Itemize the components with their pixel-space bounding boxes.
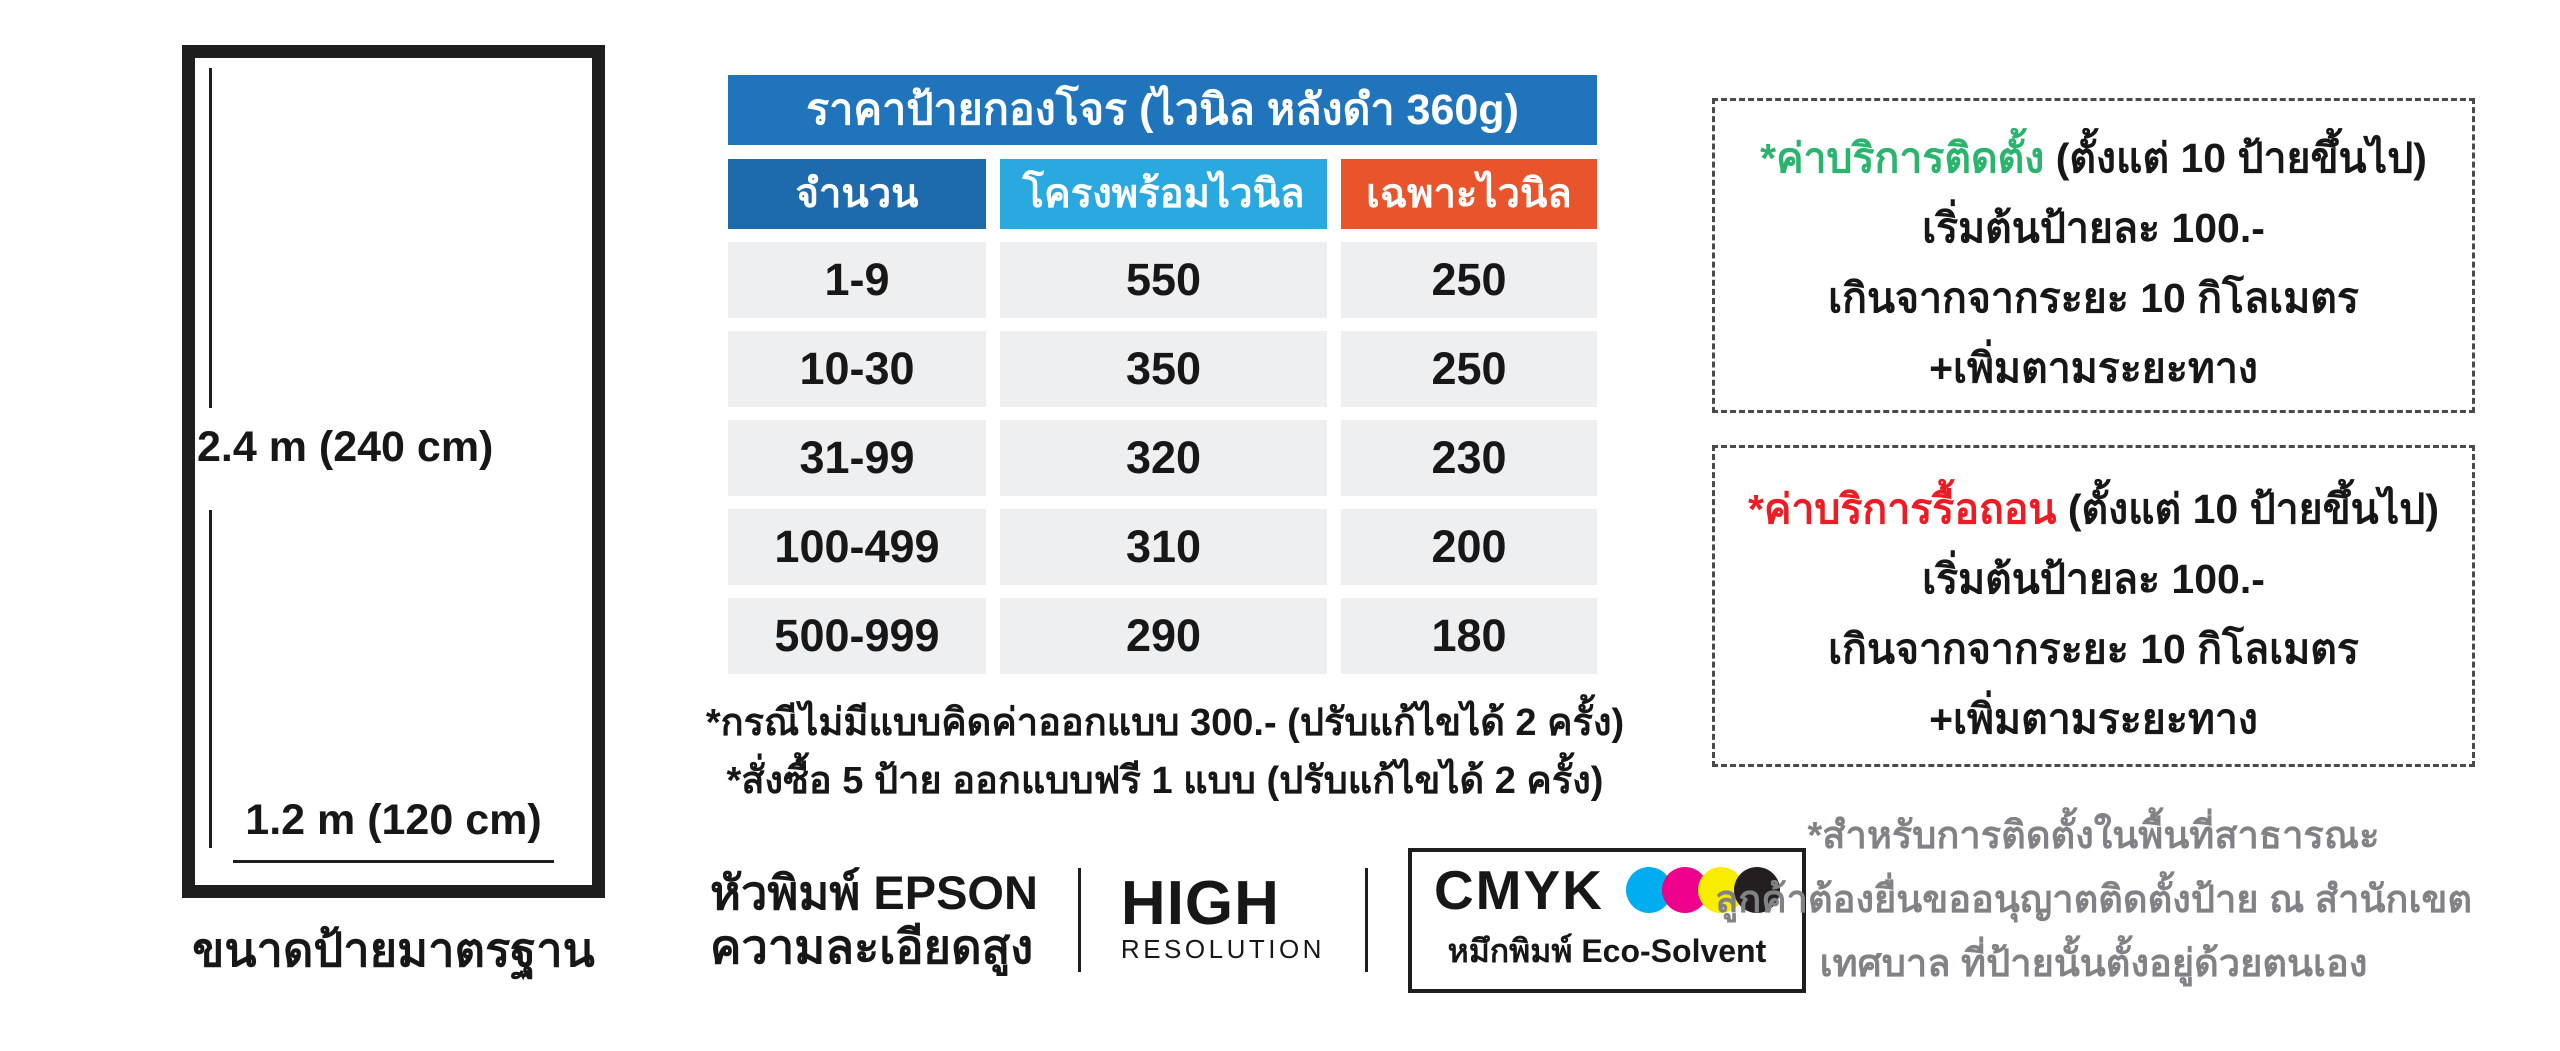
install-line2: เริ่มต้นป้ายละ 100.- [1922,205,2265,251]
remove-title: *ค่าบริการรื้อถอน [1747,486,2057,532]
cell-qty: 10-30 [728,331,986,407]
cell-frame-price: 290 [1000,598,1327,674]
cell-frame-price: 320 [1000,420,1327,496]
cell-qty: 500-999 [728,598,986,674]
high-resolution-logo: HIGH RESOLUTION [1120,868,1325,965]
cell-vinyl-price: 230 [1341,420,1597,496]
cmyk-text: CMYK [1433,858,1604,921]
remove-title-line: *ค่าบริการรื้อถอน (ตั้งแต่ 10 ป้ายขึ้นไป… [1715,474,2472,544]
column-header-frame-with-vinyl: โครงพร้อมไวนิล [1000,159,1327,229]
cell-qty: 31-99 [728,420,986,496]
table-row: 100-499 310 200 [728,509,1597,585]
epson-printhead-label: หัวพิมพ์ EPSON ความละเอียดสูง [710,866,1038,974]
install-line4: +เพิ่มตามระยะทาง [1929,345,2258,391]
removal-service-box: *ค่าบริการรื้อถอน (ตั้งแต่ 10 ป้ายขึ้นไป… [1712,445,2475,767]
diagram-caption: ขนาดป้ายมาตรฐาน [192,923,595,976]
cmyk-dots [1625,866,1780,913]
cell-vinyl-price: 250 [1341,242,1597,318]
cell-vinyl-price: 200 [1341,509,1597,585]
remove-title-suffix: (ตั้งแต่ 10 ป้ายขึ้นไป) [2056,486,2439,532]
remove-line4: +เพิ่มตามระยะทาง [1929,696,2258,742]
table-row: 500-999 290 180 [728,598,1597,674]
cell-qty: 1-9 [728,242,986,318]
printhead-line2: ความละเอียดสูง [710,920,1034,973]
permit-line2: ลูกค้าต้องยื่นขออนุญาตติดตั้งป้าย ณ สำนั… [1714,879,2473,921]
resolution-text: RESOLUTION [1120,933,1325,964]
divider [1077,868,1081,972]
install-title: *ค่าบริการติดตั้ง [1760,135,2045,181]
divider [1364,868,1368,972]
remove-line2: เริ่มต้นป้ายละ 100.- [1922,556,2265,602]
install-line3: เกินจากจากระยะ 10 กิโลเมตร [1828,275,2359,321]
print-features-row: หัวพิมพ์ EPSON ความละเอียดสูง HIGH RESOL… [710,847,1806,993]
table-header-row: จำนวน โครงพร้อมไวนิล เฉพาะไวนิล [728,159,1597,229]
column-header-quantity: จำนวน [728,159,986,229]
width-dimension-label: 1.2 m (120 cm) [245,796,542,844]
cell-qty: 100-499 [728,509,986,585]
height-measure-line-bottom [209,510,212,848]
table-row: 10-30 350 250 [728,331,1597,407]
cell-frame-price: 310 [1000,509,1327,585]
cmyk-ink-logo: CMYK หมึกพิมพ์ Eco-Solvent [1407,847,1806,993]
eco-solvent-label: หมึกพิมพ์ Eco-Solvent [1447,932,1767,969]
public-area-permit-note: *สำหรับการติดตั้งในพื้นที่สาธารณะ ลูกค้า… [1692,804,2495,996]
table-row: 1-9 550 250 [728,242,1597,318]
permit-line3: เทศบาล ที่ป้ายนั้นตั้งอยู่ด้วยตนเอง [1819,943,2368,985]
printhead-line1: หัวพิมพ์ EPSON [710,866,1038,919]
cell-vinyl-price: 180 [1341,598,1597,674]
installation-service-box: *ค่าบริการติดตั้ง (ตั้งแต่ 10 ป้ายขึ้นไป… [1712,98,2475,413]
table-title: ราคาป้ายกองโจร (ไวนิล หลังดำ 360g) [728,75,1597,145]
footnote-free-design: *สั่งซื้อ 5 ป้าย ออกแบบฟรี 1 แบบ (ปรับแก… [726,760,1604,802]
cell-vinyl-price: 250 [1341,331,1597,407]
high-text: HIGH [1120,868,1280,938]
column-header-vinyl-only: เฉพาะไวนิล [1341,159,1597,229]
price-table: ราคาป้ายกองโจร (ไวนิล หลังดำ 360g) จำนวน… [728,75,1597,674]
table-footnotes: *กรณีไม่มีแบบคิดค่าออกแบบ 300.- (ปรับแก้… [640,694,1690,810]
footnote-design-fee: *กรณีไม่มีแบบคิดค่าออกแบบ 300.- (ปรับแก้… [705,702,1625,744]
permit-line1: *สำหรับการติดตั้งในพื้นที่สาธารณะ [1807,815,2380,857]
table-row: 31-99 320 230 [728,420,1597,496]
cell-frame-price: 350 [1000,331,1327,407]
sign-size-outline: 2.4 m (240 cm) 1.2 m (120 cm) [182,45,605,898]
height-measure-line-top [209,68,212,408]
install-title-suffix: (ตั้งแต่ 10 ป้ายขึ้นไป) [2044,135,2427,181]
install-title-line: *ค่าบริการติดตั้ง (ตั้งแต่ 10 ป้ายขึ้นไป… [1715,123,2472,193]
remove-line3: เกินจากจากระยะ 10 กิโลเมตร [1828,626,2359,672]
black-dot-icon [1733,866,1780,913]
cell-frame-price: 550 [1000,242,1327,318]
height-dimension-label: 2.4 m (240 cm) [197,423,494,471]
width-measure-line [233,860,554,863]
cmyk-row: CMYK [1434,862,1780,918]
